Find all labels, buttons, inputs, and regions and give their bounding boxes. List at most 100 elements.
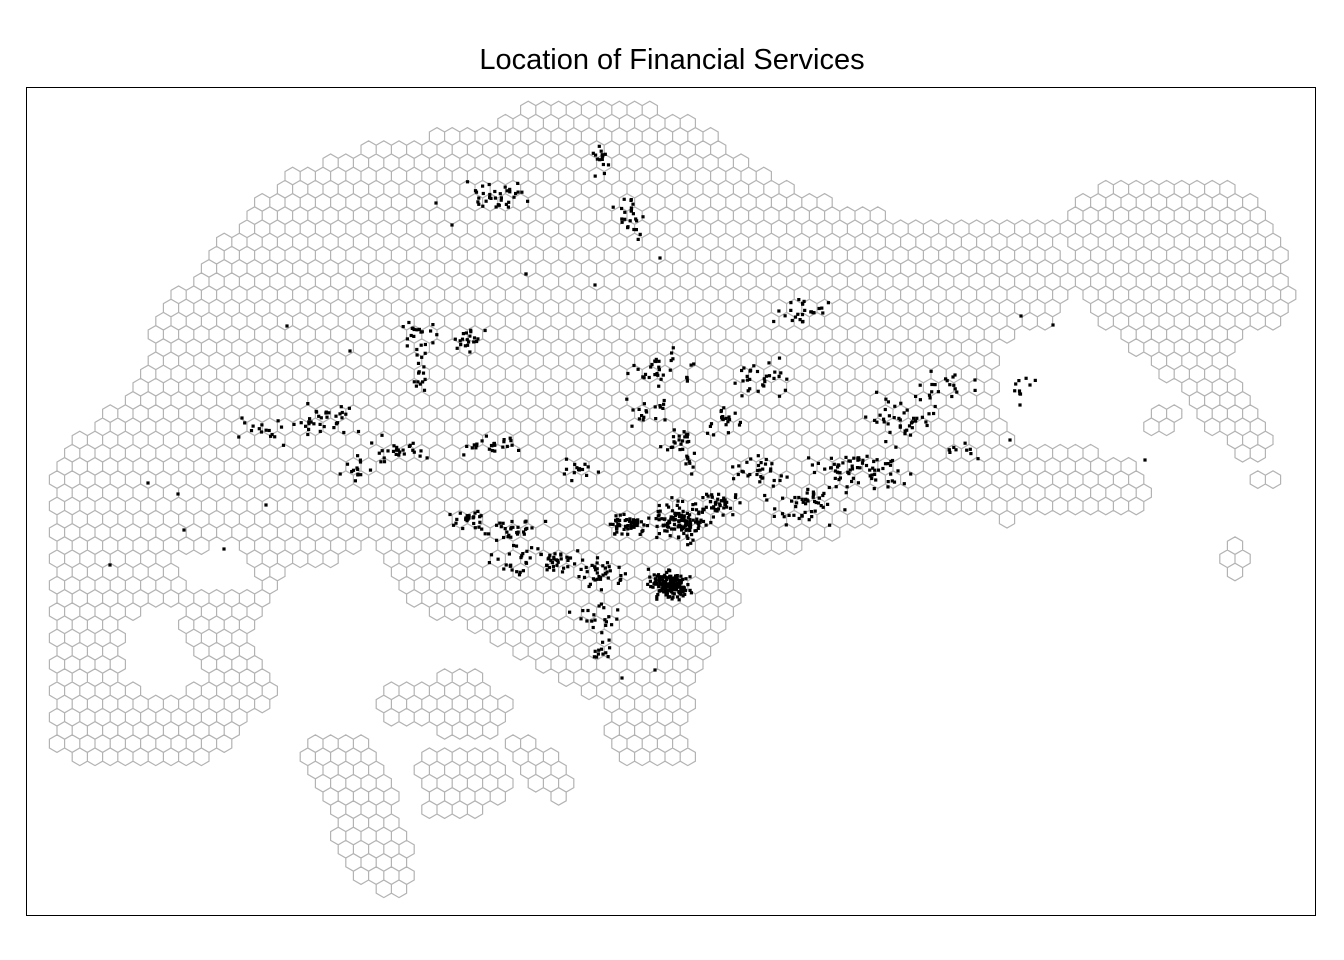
financial-service-point [614,514,618,518]
financial-service-point [607,565,611,569]
financial-service-point [679,592,683,596]
financial-service-point [738,420,742,424]
financial-service-point [699,518,703,522]
financial-service-point [670,597,674,601]
financial-service-point [586,608,590,613]
financial-service-point [767,374,772,378]
financial-service-point [647,375,651,380]
financial-service-point [519,556,523,560]
financial-service-point [338,472,342,476]
financial-service-point [423,342,427,347]
financial-service-point [657,359,661,363]
financial-service-point [659,377,663,381]
financial-service-point [606,576,610,580]
financial-service-point [716,507,721,511]
financial-service-point [691,507,695,511]
financial-service-point [705,492,709,496]
financial-service-point [864,415,868,419]
financial-service-point [698,520,702,524]
financial-service-point [676,585,680,589]
financial-service-point [666,448,670,452]
financial-service-point [652,582,656,586]
financial-service-point [593,618,597,622]
financial-service-point [307,422,311,426]
financial-service-point [308,417,312,421]
financial-service-point [666,521,670,526]
financial-service-point [756,389,760,393]
financial-service-point [687,459,691,463]
financial-service-point [845,485,849,489]
financial-service-point [604,651,608,655]
financial-service-point [601,162,605,167]
financial-service-point [672,584,676,588]
financial-service-point [552,568,556,572]
financial-service-point [695,517,699,521]
financial-service-point [755,472,759,477]
financial-service-point [585,570,589,574]
financial-service-point [783,314,787,318]
financial-service-point [653,577,657,581]
financial-service-point [594,153,598,157]
financial-service-point [686,583,690,587]
financial-service-point [386,449,390,453]
financial-service-point [332,426,336,430]
financial-service-point [539,552,543,556]
financial-service-point [1019,314,1023,318]
financial-service-point [654,357,658,361]
financial-service-point [714,500,718,504]
financial-service-point [643,372,648,376]
financial-service-point [493,196,497,200]
financial-service-point [418,382,422,386]
financial-service-point [423,377,427,381]
financial-service-point [673,576,677,580]
financial-service-point [779,371,783,375]
financial-service-point [809,510,814,514]
financial-service-point [520,554,524,558]
financial-service-point [551,565,555,569]
financial-service-point [807,518,811,522]
financial-service-point [682,531,686,536]
financial-service-point [811,495,815,499]
financial-service-point [544,519,548,523]
financial-service-point [656,573,661,577]
financial-service-point [487,447,491,451]
financial-service-point [422,365,426,369]
financial-service-point [526,199,530,203]
financial-service-point [694,508,699,512]
financial-service-point [318,422,322,426]
financial-service-point [963,441,967,445]
financial-service-point [582,575,587,579]
financial-service-point [691,503,695,507]
financial-service-point [358,460,363,464]
financial-service-point [876,468,881,472]
financial-service-point [681,439,685,443]
financial-service-point [620,532,624,536]
financial-service-point [889,472,893,476]
financial-service-point [664,575,668,579]
financial-service-point [664,593,668,597]
financial-service-point [334,414,338,418]
financial-service-point [666,589,670,593]
financial-service-point [468,350,472,354]
financial-service-point [782,515,786,519]
financial-service-point [811,311,815,315]
financial-service-point [503,527,507,531]
financial-service-point [868,474,872,478]
financial-service-point [565,555,569,559]
financial-service-point [902,482,906,486]
financial-service-point [672,522,677,526]
financial-service-point [434,201,438,205]
financial-service-point [604,623,608,627]
financial-service-point [411,326,415,330]
financial-service-point [969,452,973,456]
financial-service-point [618,578,622,582]
financial-service-point [459,343,463,347]
financial-service-point [458,511,462,515]
financial-service-point [748,472,752,477]
financial-service-point [606,163,611,167]
financial-service-point [737,423,742,427]
financial-service-point [564,467,569,471]
financial-service-point [912,416,916,420]
financial-service-point [924,420,928,424]
financial-service-point [431,341,435,345]
